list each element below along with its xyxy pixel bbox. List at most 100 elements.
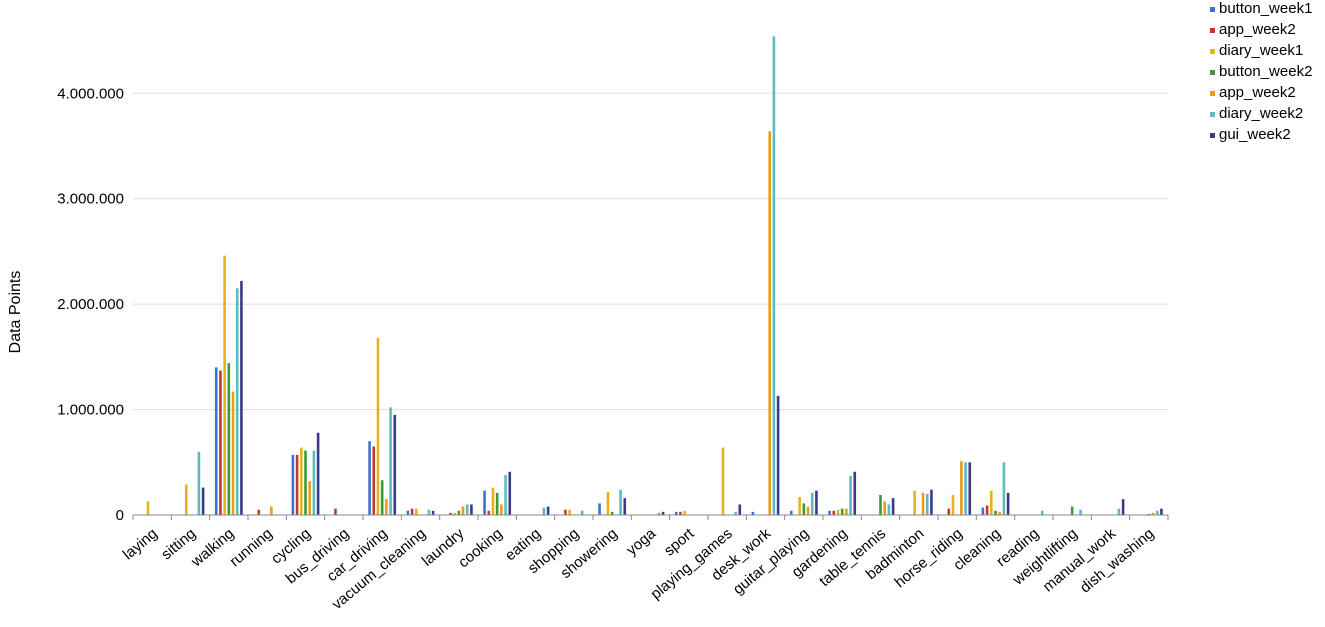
- bar: [495, 492, 499, 515]
- bar: [994, 510, 997, 515]
- bar: [1040, 510, 1044, 515]
- bar: [185, 484, 188, 515]
- legend-swatch: [1210, 7, 1215, 12]
- bar: [312, 450, 316, 515]
- bar: [968, 462, 972, 515]
- bar: [981, 507, 985, 515]
- bar: [913, 490, 916, 515]
- bar: [504, 474, 507, 515]
- bar: [657, 512, 661, 515]
- bar: [998, 511, 1001, 515]
- y-tick-label: 4.000.000: [57, 85, 124, 102]
- bar: [960, 461, 963, 515]
- bar: [1151, 512, 1155, 515]
- bar: [219, 370, 222, 515]
- bar: [802, 503, 806, 515]
- bar: [990, 490, 993, 515]
- legend-swatch: [1210, 91, 1215, 96]
- bar: [610, 511, 614, 515]
- bar: [1006, 492, 1010, 515]
- bar: [849, 475, 852, 515]
- y-tick-label: 1.000.000: [57, 402, 124, 419]
- bar: [606, 491, 610, 515]
- bar: [270, 506, 273, 515]
- bar: [815, 490, 818, 515]
- y-tick-label: 0: [116, 507, 124, 524]
- bar: [316, 432, 320, 515]
- category-label: laying: [120, 525, 161, 563]
- bar: [257, 509, 261, 515]
- bar: [1002, 462, 1006, 515]
- bar: [385, 499, 388, 515]
- bar: [410, 508, 414, 515]
- legend-label: app_week2: [1219, 84, 1296, 101]
- bar: [1155, 510, 1159, 515]
- bar: [146, 501, 150, 515]
- bar: [304, 450, 307, 515]
- bar: [661, 511, 665, 515]
- bar: [964, 462, 967, 515]
- legend-label: button_week2: [1219, 63, 1312, 80]
- bar: [738, 504, 742, 515]
- bar: [798, 497, 801, 515]
- legend-label: diary_week2: [1219, 105, 1303, 122]
- bar: [883, 501, 886, 515]
- gridlines: [133, 92, 1168, 411]
- bar: [751, 511, 755, 515]
- bar: [947, 508, 951, 515]
- bar: [679, 511, 682, 515]
- bar: [1160, 508, 1163, 515]
- bar: [295, 454, 299, 515]
- category-label: cooking: [455, 525, 506, 571]
- bar: [776, 395, 780, 515]
- bar: [491, 487, 495, 515]
- legend-swatch: [1210, 112, 1215, 117]
- bar: [197, 451, 201, 515]
- legend: button_week1 app_week2 diary_week1 button_w…: [1210, 0, 1312, 143]
- bar: [231, 391, 235, 515]
- category-label: yoga: [623, 525, 659, 559]
- bar: [201, 487, 205, 515]
- bar: [564, 509, 567, 515]
- bar: [235, 288, 239, 515]
- bars: [146, 36, 1163, 516]
- bar: [334, 508, 337, 515]
- category-labels: layingsittingwalkingrunningcyclingbus_dr…: [120, 525, 1158, 614]
- bar: [921, 492, 925, 515]
- bar: [368, 441, 371, 515]
- bar: [1117, 508, 1121, 515]
- bar: [930, 489, 933, 515]
- bar: [789, 510, 793, 515]
- legend-swatch: [1210, 70, 1215, 75]
- bar: [508, 471, 512, 515]
- legend-swatch: [1210, 49, 1215, 54]
- legend-swatch: [1210, 28, 1215, 33]
- y-axis-ticks: 0 1.000.000 2.000.000 3.000.000 4.000.000: [57, 85, 124, 524]
- bar: [1121, 499, 1125, 515]
- bar: [832, 510, 836, 515]
- bar: [406, 510, 410, 515]
- bar: [380, 480, 384, 515]
- category-label: running: [226, 525, 275, 570]
- bar: [214, 367, 218, 515]
- bar: [393, 414, 397, 515]
- legend-label: diary_week1: [1219, 42, 1303, 59]
- bar: [772, 36, 776, 516]
- bar: [291, 454, 295, 515]
- bar: [623, 498, 627, 515]
- bar: [674, 511, 678, 515]
- bar: [985, 505, 989, 515]
- bar: [853, 471, 857, 515]
- bar: [461, 506, 465, 515]
- bar: [376, 337, 380, 515]
- bar: [449, 512, 452, 515]
- bar: [836, 509, 840, 515]
- bar: [300, 447, 303, 515]
- category-label: walking: [187, 525, 237, 571]
- bar: [806, 506, 810, 515]
- y-tick-label: 2.000.000: [57, 296, 124, 313]
- bar: [500, 504, 503, 515]
- bar: [683, 510, 686, 515]
- bar: [372, 446, 376, 515]
